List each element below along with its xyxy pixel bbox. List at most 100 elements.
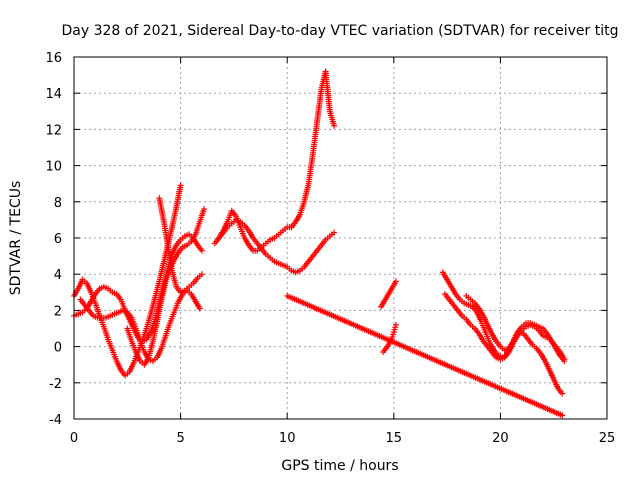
data-trail: [310, 121, 320, 156]
y-tick-label: 0: [54, 341, 62, 356]
data-trail: [165, 244, 175, 272]
data-trail: [506, 339, 516, 350]
data-trail: [477, 332, 486, 343]
data-trail: [163, 322, 173, 337]
data-trail: [172, 300, 181, 314]
data-trail: [477, 307, 486, 318]
data-trail: [383, 291, 392, 301]
data-trail: [197, 208, 207, 223]
data-trail: [156, 197, 167, 221]
data-trail: [191, 276, 200, 285]
data-trail: [154, 298, 165, 323]
data-trail: [242, 224, 251, 232]
data-trail: [246, 229, 256, 240]
data-trail: [526, 338, 534, 346]
data-trail: [327, 110, 337, 127]
y-axis-label: SDTVAR / TECUs: [8, 181, 24, 296]
series-outliers: [284, 292, 566, 419]
chart-title: Day 328 of 2021, Sidereal Day-to-day VTE…: [62, 23, 619, 39]
series-arc-g: [215, 216, 338, 276]
y-tick-label: 8: [54, 196, 62, 211]
axis-ticks: 0 5 10 15 20 25 -4 -2 0 2 4 6 8 10 12 14 16: [45, 51, 615, 446]
data-point: [559, 412, 566, 419]
y-tick-label: 10: [45, 160, 62, 175]
data-trail: [522, 332, 530, 341]
data-trail: [84, 282, 94, 294]
data-point: [559, 390, 566, 397]
data-trail: [144, 330, 153, 341]
data-trail: [127, 361, 136, 374]
data-point: [392, 278, 399, 285]
data-trail: [538, 352, 548, 363]
data-trail: [255, 242, 264, 251]
data-trail: [551, 377, 561, 390]
data-trail: [322, 70, 333, 113]
y-tick-label: 2: [54, 304, 62, 319]
data-trail: [110, 349, 119, 362]
series-arc-b: [71, 182, 184, 379]
data-point: [392, 321, 399, 328]
data-trail: [314, 88, 325, 124]
data-trail: [541, 327, 549, 336]
data-trail: [556, 387, 564, 395]
data-trail: [443, 292, 451, 301]
data-trail: [315, 244, 323, 252]
data-trail: [445, 278, 454, 289]
data-trail: [558, 354, 566, 363]
data-trail: [196, 244, 204, 252]
data-point: [177, 182, 184, 189]
data-trail: [144, 313, 154, 330]
data-trail: [118, 298, 128, 312]
data-trail: [492, 349, 500, 357]
data-trail: [311, 249, 319, 258]
data-trail: [451, 303, 460, 312]
x-tick-label: 10: [279, 431, 296, 446]
grid-layer: [74, 57, 607, 419]
data-trail: [78, 298, 87, 307]
data-trail: [486, 345, 494, 354]
data-trail: [93, 302, 102, 317]
data-trail: [119, 368, 127, 377]
data-trail: [129, 316, 138, 330]
y-tick-label: 6: [54, 232, 62, 247]
data-trail: [471, 305, 479, 314]
data-trail: [297, 200, 307, 216]
data-trail: [306, 254, 315, 263]
data-point: [201, 206, 208, 213]
data-trail: [125, 311, 134, 319]
data-trail: [251, 236, 259, 245]
y-tick-label: 4: [54, 268, 62, 283]
data-trail: [503, 350, 511, 359]
data-trail: [213, 236, 221, 245]
data-trail: [133, 350, 143, 363]
data-trail: [379, 298, 388, 308]
data-marks: [71, 68, 568, 419]
data-trail: [456, 309, 464, 318]
data-trail: [174, 285, 183, 294]
data-trail: [464, 318, 473, 327]
data-trail: [474, 311, 484, 323]
data-trail: [473, 301, 481, 310]
data-trail: [242, 236, 251, 247]
data-trail: [176, 292, 185, 303]
data-point: [198, 271, 205, 278]
data-trail: [260, 247, 268, 256]
x-tick-label: 0: [70, 431, 78, 446]
data-trail: [319, 238, 328, 247]
series-arc-h: [288, 68, 338, 231]
data-trail: [247, 244, 255, 252]
data-trail: [193, 300, 202, 310]
data-trail: [167, 311, 177, 324]
data-trail: [83, 303, 91, 312]
data-trail: [193, 220, 203, 236]
data-trail: [155, 347, 164, 359]
data-trail: [189, 292, 198, 303]
data-trail: [172, 251, 181, 261]
data-trail: [543, 359, 552, 372]
data-trail: [494, 339, 502, 348]
series-arc-d: [124, 206, 208, 368]
series-arc-j: [380, 321, 399, 356]
data-trail: [547, 368, 556, 381]
data-trail: [129, 340, 138, 353]
